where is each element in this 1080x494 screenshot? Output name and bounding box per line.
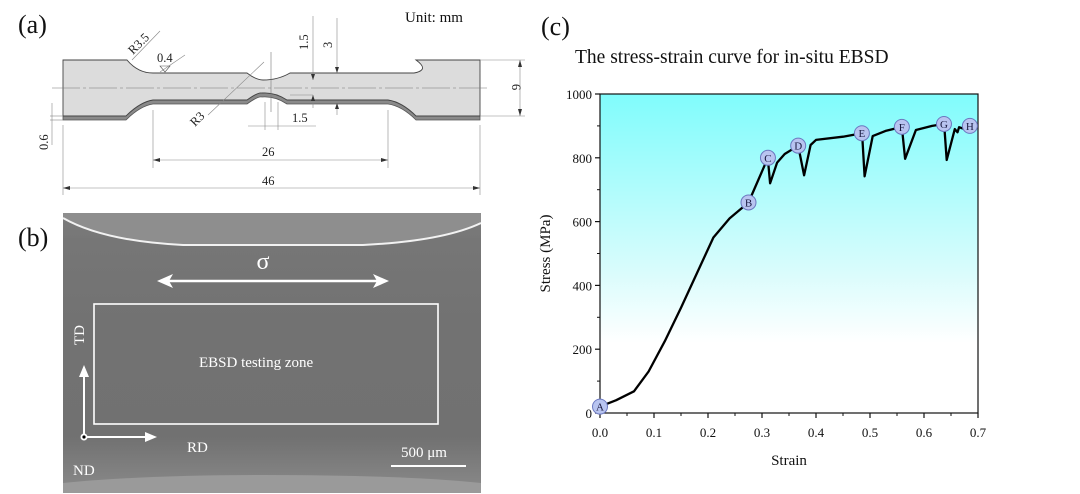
panel-label-c: (c) bbox=[541, 12, 570, 41]
chart-title: The stress-strain curve for in-situ EBSD bbox=[575, 47, 889, 68]
dim-notch-depth: 1.5 bbox=[297, 34, 311, 50]
dim-width: 6 bbox=[509, 84, 523, 90]
arrow-head-right bbox=[373, 274, 389, 288]
marker-circle bbox=[853, 125, 870, 142]
dim-roughness: 0.4 bbox=[157, 51, 173, 65]
ebsd-zone-rect bbox=[93, 303, 439, 425]
y-tick-label: 0 bbox=[586, 406, 593, 421]
x-tick-label: 0.3 bbox=[754, 425, 770, 440]
dimension-arrows bbox=[63, 60, 522, 190]
marker-circle bbox=[935, 115, 952, 132]
x-axis-title: Strain bbox=[771, 453, 807, 469]
marker-label: B bbox=[745, 197, 752, 209]
dim-total-length: 46 bbox=[262, 174, 275, 188]
marker-label: D bbox=[794, 141, 802, 153]
marker-circle bbox=[961, 117, 978, 134]
specimen-drawing: R3.5 0.4 R3 1.5 3 1.5 0.6 26 46 6 bbox=[37, 16, 525, 195]
y-tick-label: 600 bbox=[573, 215, 593, 230]
x-tick-label: 0.1 bbox=[646, 425, 662, 440]
point-marker-c: C bbox=[759, 149, 776, 166]
x-tick-label: 0.5 bbox=[862, 425, 878, 440]
point-marker-e: E bbox=[853, 125, 870, 142]
panel-label-a: (a) bbox=[18, 10, 47, 39]
rd-label: RD bbox=[187, 440, 208, 456]
dim-gauge-length: 26 bbox=[262, 145, 275, 159]
marker-label: G bbox=[940, 119, 948, 131]
dim-gauge-half: 3 bbox=[321, 42, 335, 48]
dimension-lines bbox=[50, 16, 525, 195]
marker-label: A bbox=[596, 402, 604, 414]
y-tick-label: 200 bbox=[573, 342, 593, 357]
sem-top-edge bbox=[63, 217, 481, 246]
marker-circle bbox=[740, 194, 757, 211]
x-tick-label: 0.6 bbox=[916, 425, 933, 440]
x-tick-label: 0.0 bbox=[592, 425, 608, 440]
y-tick-label: 400 bbox=[573, 278, 593, 293]
dim-notch-width: 1.5 bbox=[292, 111, 308, 125]
sem-bottom-edge bbox=[63, 475, 481, 493]
scale-bar-label: 500 μm bbox=[401, 445, 447, 461]
sem-image: σ EBSD testing zone TD RD ND 500 μm bbox=[63, 213, 481, 493]
x-tick-label: 0.7 bbox=[970, 425, 987, 440]
ebsd-zone-label: EBSD testing zone bbox=[199, 355, 314, 371]
marker-label: C bbox=[764, 153, 771, 165]
y-tick-label: 800 bbox=[573, 151, 593, 166]
arrow-head-left bbox=[157, 274, 173, 288]
marker-label: H bbox=[966, 121, 974, 133]
nd-label: ND bbox=[73, 463, 95, 479]
marker-circle bbox=[592, 398, 608, 415]
marker-label: E bbox=[859, 128, 866, 140]
x-tick-label: 0.2 bbox=[700, 425, 716, 440]
sem-top-edge-region bbox=[63, 213, 481, 245]
rd-arrow-head bbox=[145, 432, 157, 442]
panel-label-b: (b) bbox=[18, 223, 49, 252]
marker-circle bbox=[759, 149, 776, 166]
sem-overlay bbox=[63, 213, 481, 493]
point-marker-a: A bbox=[592, 398, 608, 415]
td-arrow-head bbox=[79, 365, 89, 377]
y-tick-label: 1000 bbox=[566, 87, 592, 102]
roughness-symbol bbox=[159, 65, 171, 73]
unit-label: Unit: mm bbox=[405, 10, 463, 26]
marker-label: F bbox=[899, 122, 905, 134]
point-marker-g: G bbox=[935, 115, 952, 132]
plot-area bbox=[599, 93, 979, 414]
marker-circle bbox=[893, 118, 910, 135]
dim-thickness: 0.6 bbox=[37, 134, 51, 150]
point-marker-d: D bbox=[790, 137, 807, 154]
point-marker-f: F bbox=[893, 118, 910, 135]
y-axis-title: Stress (MPa) bbox=[538, 215, 554, 293]
point-marker-b: B bbox=[740, 194, 757, 211]
point-marker-h: H bbox=[961, 117, 978, 134]
x-tick-label: 0.4 bbox=[808, 425, 825, 440]
sigma-label: σ bbox=[256, 249, 270, 275]
marker-circle bbox=[790, 137, 807, 154]
